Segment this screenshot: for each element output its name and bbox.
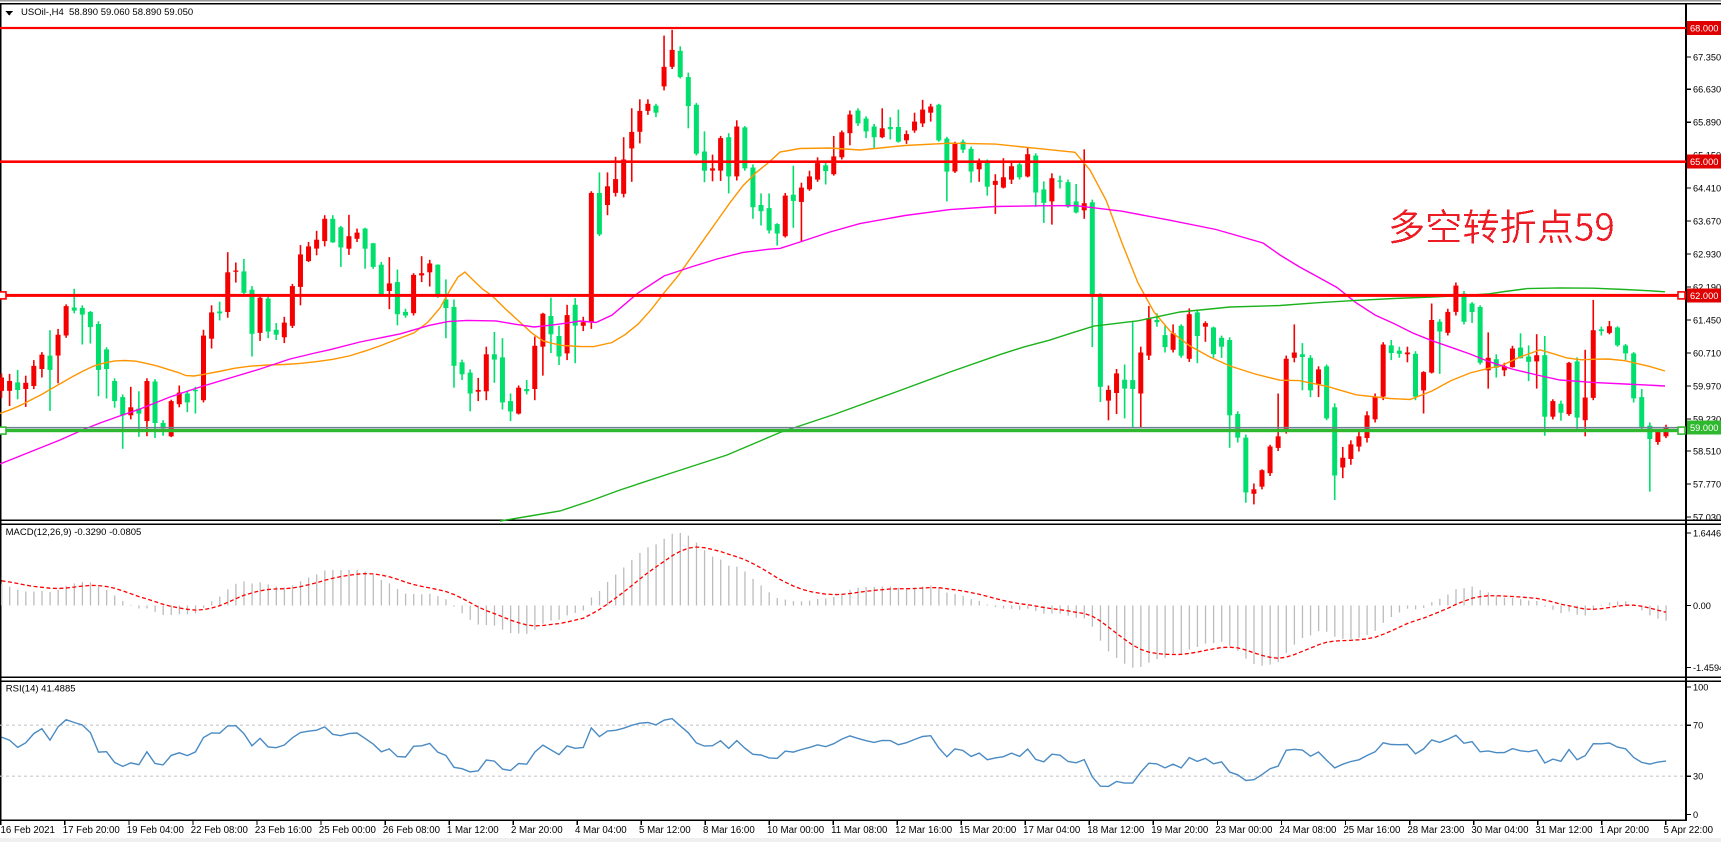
svg-text:62.930: 62.930: [1693, 249, 1721, 259]
svg-text:19 Mar 20:00: 19 Mar 20:00: [1151, 825, 1209, 836]
svg-text:5 Mar 12:00: 5 Mar 12:00: [639, 825, 691, 836]
svg-text:18 Mar 12:00: 18 Mar 12:00: [1087, 825, 1145, 836]
svg-text:19 Feb 04:00: 19 Feb 04:00: [127, 825, 185, 836]
svg-text:100: 100: [1693, 682, 1708, 692]
svg-text:MACD(12,26,9) -0.3290 -0.0805: MACD(12,26,9) -0.3290 -0.0805: [6, 527, 142, 538]
svg-text:60.710: 60.710: [1693, 348, 1721, 358]
svg-text:61.450: 61.450: [1693, 315, 1721, 325]
svg-text:1.6446: 1.6446: [1693, 528, 1721, 538]
svg-text:67.350: 67.350: [1693, 52, 1721, 62]
svg-text:25 Feb 00:00: 25 Feb 00:00: [319, 825, 377, 836]
svg-text:2 Mar 20:00: 2 Mar 20:00: [511, 825, 563, 836]
svg-text:24 Mar 08:00: 24 Mar 08:00: [1279, 825, 1337, 836]
svg-text:23 Feb 16:00: 23 Feb 16:00: [255, 825, 313, 836]
svg-text:1 Mar 12:00: 1 Mar 12:00: [447, 825, 499, 836]
svg-text:28 Mar 23:00: 28 Mar 23:00: [1407, 825, 1465, 836]
svg-text:31 Mar 12:00: 31 Mar 12:00: [1535, 825, 1593, 836]
svg-text:0: 0: [1693, 810, 1698, 820]
svg-text:66.630: 66.630: [1693, 84, 1721, 94]
svg-text:62.190: 62.190: [1693, 282, 1721, 292]
svg-text:23 Mar 00:00: 23 Mar 00:00: [1215, 825, 1273, 836]
svg-text:62.000: 62.000: [1690, 291, 1718, 301]
svg-text:17 Feb 20:00: 17 Feb 20:00: [63, 825, 121, 836]
svg-text:1 Apr 20:00: 1 Apr 20:00: [1599, 825, 1649, 836]
svg-text:8 Mar 16:00: 8 Mar 16:00: [703, 825, 755, 836]
svg-text:68.000: 68.000: [1690, 24, 1718, 34]
svg-text:63.670: 63.670: [1693, 216, 1721, 226]
svg-text:15 Mar 20:00: 15 Mar 20:00: [959, 825, 1017, 836]
svg-text:-1.4594: -1.4594: [1693, 663, 1721, 673]
svg-text:22 Feb 08:00: 22 Feb 08:00: [191, 825, 249, 836]
svg-text:11 Mar 08:00: 11 Mar 08:00: [831, 825, 888, 836]
svg-text:64.410: 64.410: [1693, 183, 1721, 193]
svg-text:26 Feb 08:00: 26 Feb 08:00: [383, 825, 441, 836]
svg-text:57.770: 57.770: [1693, 479, 1721, 489]
svg-text:57.030: 57.030: [1693, 512, 1721, 522]
svg-text:70: 70: [1693, 721, 1703, 731]
svg-text:30 Mar 04:00: 30 Mar 04:00: [1471, 825, 1529, 836]
svg-text:RSI(14) 41.4885: RSI(14) 41.4885: [6, 684, 76, 695]
svg-text:59.970: 59.970: [1693, 381, 1721, 391]
svg-text:0.00: 0.00: [1693, 601, 1711, 611]
svg-text:16 Feb 2021: 16 Feb 2021: [1, 825, 55, 836]
svg-text:30: 30: [1693, 772, 1703, 782]
svg-text:59.230: 59.230: [1693, 414, 1721, 424]
svg-text:12 Mar 16:00: 12 Mar 16:00: [895, 825, 953, 836]
svg-text:59.000: 59.000: [1690, 423, 1718, 433]
svg-text:5 Apr 22:00: 5 Apr 22:00: [1663, 825, 1713, 836]
svg-text:4 Mar 04:00: 4 Mar 04:00: [575, 825, 627, 836]
svg-text:25 Mar 16:00: 25 Mar 16:00: [1343, 825, 1401, 836]
svg-text:65.890: 65.890: [1693, 117, 1721, 127]
svg-text:USOil-,H4 58.890 59.060 58.89: USOil-,H4 58.890 59.060 58.890 59.050: [21, 7, 193, 18]
svg-text:65.000: 65.000: [1690, 157, 1718, 167]
svg-text:10 Mar 00:00: 10 Mar 00:00: [767, 825, 825, 836]
svg-text:17 Mar 04:00: 17 Mar 04:00: [1023, 825, 1081, 836]
svg-text:58.510: 58.510: [1693, 446, 1721, 456]
